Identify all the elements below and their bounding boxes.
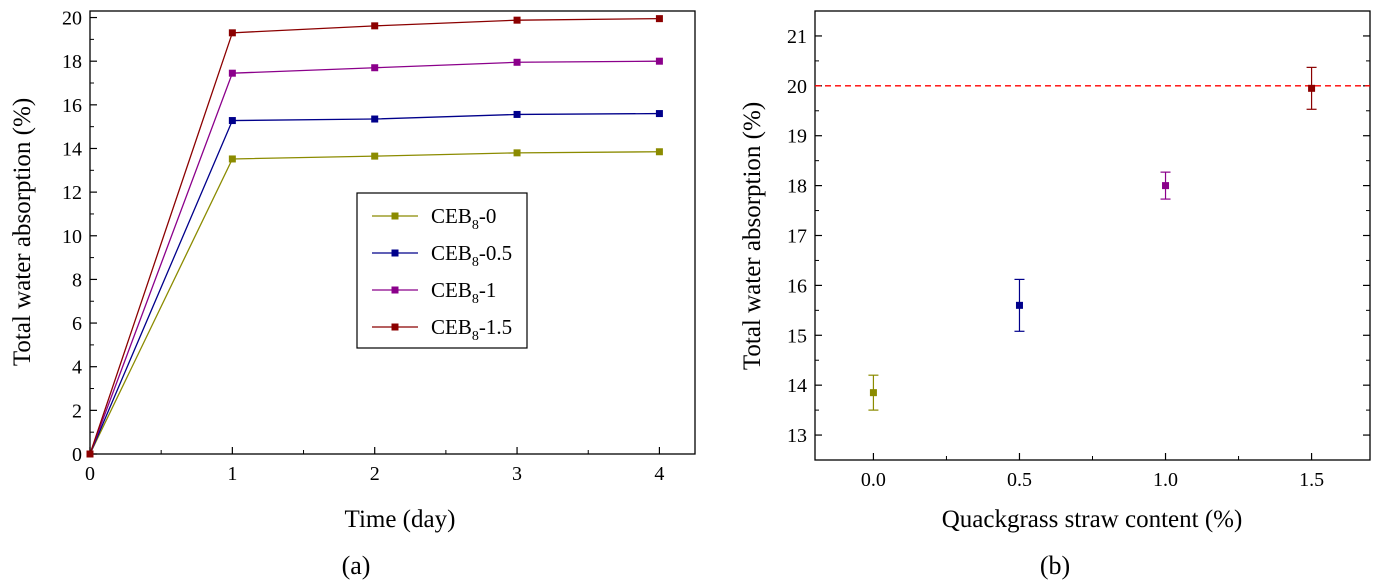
data-point-0 bbox=[869, 389, 877, 397]
panel-a-ticks bbox=[89, 16, 661, 455]
x-tick-label: 1.0 bbox=[1153, 469, 1178, 491]
x-tick-label: 0.5 bbox=[1007, 469, 1032, 491]
x-tick-label: 0.0 bbox=[861, 469, 886, 491]
legend-box bbox=[356, 192, 528, 349]
x-tick-label: 4 bbox=[654, 463, 664, 485]
series-3-point bbox=[371, 22, 379, 30]
legend-entry-0: CEB8-0 bbox=[431, 204, 496, 233]
legend-entry-2: CEB8-1 bbox=[431, 278, 496, 307]
panel-a-y-axis-label: Total water absorption (%) bbox=[9, 98, 36, 366]
series-1-point bbox=[228, 117, 236, 125]
y-tick-label: 4 bbox=[72, 357, 82, 379]
panel-a-label: (a) bbox=[342, 551, 371, 580]
panel-b-scatter-chart: 0.0 0.5 1.0 1.5 13 14 15 16 17 18 19 20 21 Quackgras… bbox=[739, 10, 1371, 580]
y-tick-label: 18 bbox=[787, 176, 807, 198]
panel-a-legend: CEB8-0 CEB8-0.5 CEB8-1 CEB8-1.5 bbox=[356, 192, 528, 349]
x-tick-label: 3 bbox=[512, 463, 522, 485]
series-2-point bbox=[371, 64, 379, 72]
y-tick-label: 17 bbox=[787, 226, 807, 248]
series-3-point bbox=[513, 16, 521, 24]
y-tick-label: 13 bbox=[787, 425, 807, 447]
y-tick-label: 8 bbox=[72, 269, 82, 291]
series-0-point bbox=[655, 148, 663, 156]
panel-b-tick-labels: 0.0 0.5 1.0 1.5 13 14 15 16 17 18 19 20 21 bbox=[787, 26, 1324, 491]
panel-b-ticks bbox=[815, 10, 1370, 460]
series-3-point bbox=[228, 29, 236, 37]
legend-entry-1: CEB8-0.5 bbox=[431, 241, 512, 270]
y-tick-label: 10 bbox=[62, 226, 82, 248]
y-tick-label: 16 bbox=[62, 95, 82, 117]
series-2-point bbox=[655, 57, 663, 65]
series-3-point bbox=[86, 450, 94, 458]
panel-b-points bbox=[868, 66, 1317, 411]
x-tick-label: 0 bbox=[85, 463, 95, 485]
y-tick-label: 21 bbox=[787, 26, 807, 48]
panel-a-x-axis-label: Time (day) bbox=[345, 506, 456, 533]
series-2-point bbox=[513, 58, 521, 66]
legend-entry-3: CEB8-1.5 bbox=[431, 315, 512, 344]
legend-marker bbox=[391, 212, 399, 220]
y-tick-label: 14 bbox=[787, 375, 807, 397]
panel-b-y-axis-label: Total water absorption (%) bbox=[739, 102, 766, 370]
series-1-point bbox=[371, 115, 379, 123]
x-tick-label: 1.5 bbox=[1299, 469, 1324, 491]
data-point-2 bbox=[1162, 182, 1170, 190]
series-2-point bbox=[228, 69, 236, 77]
y-tick-label: 20 bbox=[62, 8, 82, 30]
y-tick-label: 15 bbox=[787, 325, 807, 347]
x-tick-label: 1 bbox=[227, 463, 237, 485]
panel-a-series bbox=[86, 15, 663, 458]
series-0-point bbox=[228, 155, 236, 163]
legend-marker bbox=[391, 286, 399, 294]
series-0-point bbox=[371, 152, 379, 160]
y-tick-label: 16 bbox=[787, 275, 807, 297]
y-tick-label: 2 bbox=[72, 400, 82, 422]
data-point-1 bbox=[1015, 301, 1023, 309]
legend-marker bbox=[391, 323, 399, 331]
y-tick-label: 14 bbox=[62, 138, 82, 160]
panel-b-x-axis-label: Quackgrass straw content (%) bbox=[942, 506, 1243, 533]
series-1-point bbox=[513, 110, 521, 118]
y-tick-label: 18 bbox=[62, 51, 82, 73]
series-1-point bbox=[655, 110, 663, 118]
x-tick-label: 2 bbox=[370, 463, 380, 485]
panel-b-plot-frame bbox=[814, 10, 1371, 461]
y-tick-label: 19 bbox=[787, 126, 807, 148]
y-tick-label: 6 bbox=[72, 313, 82, 335]
legend-marker bbox=[391, 249, 399, 257]
data-point-3 bbox=[1308, 84, 1316, 92]
y-tick-label: 0 bbox=[72, 444, 82, 466]
series-0-point bbox=[513, 149, 521, 157]
panel-b-label: (b) bbox=[1040, 551, 1070, 580]
panel-a-plot-frame bbox=[89, 10, 696, 455]
y-tick-label: 12 bbox=[62, 182, 82, 204]
y-tick-label: 20 bbox=[787, 76, 807, 98]
series-3-point bbox=[655, 15, 663, 23]
